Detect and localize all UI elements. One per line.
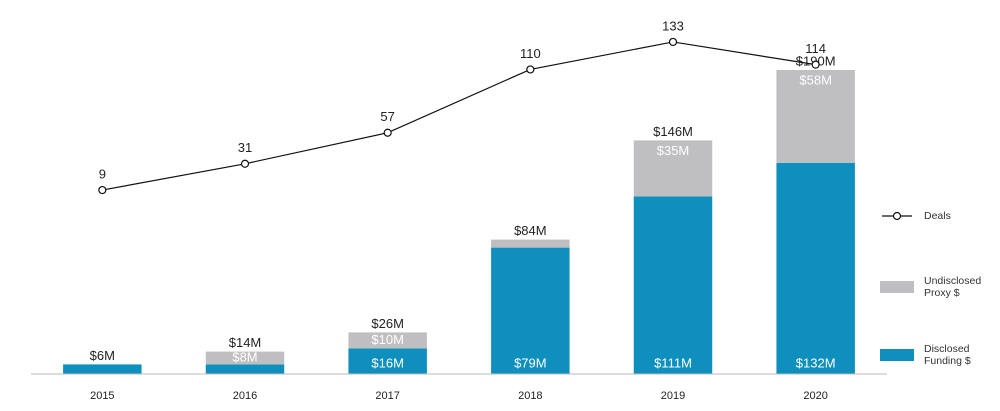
total-label: $26M: [371, 316, 404, 331]
x-tick-label: 2016: [233, 390, 257, 402]
deals-point: [526, 65, 535, 74]
deals-label: 133: [662, 18, 684, 33]
deals-label: 31: [238, 140, 252, 155]
deals-point: [240, 159, 250, 168]
legend-item: Deals: [880, 210, 994, 222]
bar-segment: [633, 140, 713, 197]
legend-swatch: [880, 210, 914, 222]
total-label: $14M: [229, 335, 262, 350]
segment-label: $10M: [371, 332, 404, 347]
bar-segment: [348, 348, 427, 374]
legend-item: Undisclosed Proxy $: [880, 275, 994, 299]
bar-segment: [205, 351, 285, 365]
segment-label: $35M: [657, 143, 690, 158]
segment-label: $16M: [371, 355, 404, 370]
segment-label: $79M: [514, 355, 547, 370]
bar-segment: [776, 162, 855, 374]
legend-swatch: [880, 281, 914, 293]
bar-segment: [776, 70, 855, 163]
x-tick-label: 2020: [803, 390, 827, 402]
legend-label: Undisclosed Proxy $: [924, 275, 982, 299]
deals-label: 110: [520, 46, 541, 61]
segment-label: $58M: [799, 72, 832, 87]
deals-label: 57: [380, 109, 394, 124]
x-tick-label: 2018: [518, 390, 542, 402]
deals-label: 114: [805, 41, 826, 56]
legend-line: [882, 211, 912, 221]
deals-line: [102, 41, 816, 191]
legend-label: Disclosed Funding $: [924, 343, 971, 367]
segment-label: $111M: [654, 355, 692, 370]
bar-segment: [491, 239, 570, 248]
total-label: $84M: [514, 223, 547, 238]
deals-label: 9: [99, 166, 106, 181]
legend-swatch: [880, 349, 914, 361]
x-tick-label: 2017: [375, 390, 399, 402]
legend-label: Deals: [924, 210, 951, 222]
deals-point: [383, 128, 392, 137]
total-label: $6M: [90, 348, 115, 363]
bar-segment: [348, 332, 427, 349]
x-tick-label: 2019: [661, 390, 685, 402]
bar-segment: [633, 196, 713, 374]
segment-label: $132M: [796, 355, 836, 370]
deals-point: [811, 60, 820, 69]
segment-label: $8M: [232, 349, 257, 364]
x-tick-label: 2015: [90, 390, 114, 402]
deals-point: [98, 185, 107, 195]
legend-item: Disclosed Funding $: [880, 343, 994, 367]
bar-segment: [63, 364, 142, 374]
deals-point: [668, 37, 678, 47]
bar-segment: [205, 364, 285, 374]
total-label: $146M: [653, 124, 693, 139]
bar-segment: [491, 247, 570, 374]
